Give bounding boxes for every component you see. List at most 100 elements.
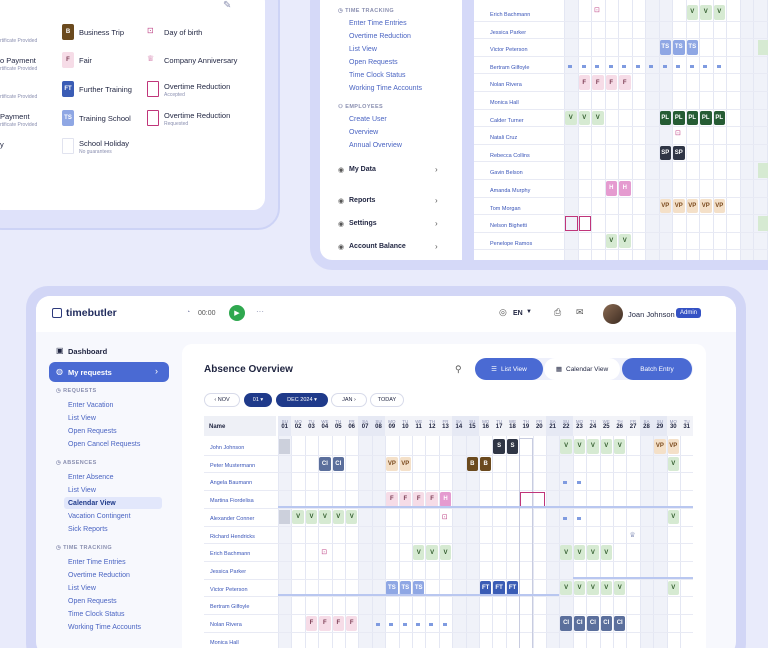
employee-name[interactable]: Nolan Rivera — [490, 82, 522, 89]
prev-month-button[interactable]: ‹ NOV — [204, 393, 240, 407]
nav-link[interactable]: Overview — [349, 129, 379, 136]
absence-cell[interactable]: S — [506, 439, 519, 454]
employee-name[interactable]: Penelope Ramos — [490, 240, 533, 247]
sidebar-link[interactable]: Overtime Reduction — [68, 572, 130, 579]
absence-cell[interactable]: V — [305, 509, 318, 525]
employee-name[interactable]: Amanda Murphy — [490, 188, 531, 194]
sidebar-link[interactable]: Time Clock Status — [68, 611, 125, 618]
employee-name[interactable]: Nelson Bighetti — [490, 223, 527, 230]
more-icon[interactable]: ··· — [256, 307, 264, 316]
nav-group[interactable]: Settings — [349, 220, 377, 227]
absence-cell[interactable]: V — [667, 456, 679, 472]
absence-cell[interactable]: CI — [614, 616, 626, 631]
absence-cell[interactable]: V — [565, 110, 577, 126]
absence-cell[interactable]: F — [426, 492, 438, 507]
absence-cell[interactable]: F — [413, 492, 425, 507]
absence-cell[interactable]: V — [605, 233, 617, 249]
absence-cell[interactable]: V — [700, 5, 712, 20]
sidebar-link[interactable]: Open Requests — [68, 598, 117, 605]
absence-cell[interactable]: H — [439, 492, 452, 507]
sidebar-item-my-requests[interactable]: ◍ My requests › — [49, 362, 169, 382]
absence-cell[interactable]: VP — [667, 439, 679, 454]
sidebar-link[interactable]: List View — [68, 415, 96, 422]
nav-link[interactable]: Time Clock Status — [349, 72, 406, 79]
month-select[interactable]: DEC 2024 ▾ — [276, 393, 328, 407]
absence-cell[interactable]: V — [560, 545, 572, 560]
sidebar-link[interactable]: Working Time Accounts — [68, 624, 142, 631]
absence-cell[interactable]: F — [619, 75, 631, 90]
absence-cell[interactable]: SP — [659, 145, 671, 161]
absence-cell[interactable]: V — [332, 509, 344, 525]
language-select[interactable]: EN — [513, 310, 523, 317]
absence-cell[interactable]: VP — [713, 198, 725, 214]
nav-link[interactable]: Working Time Accounts — [349, 85, 423, 92]
absence-cell[interactable]: CI — [587, 616, 599, 631]
absence-cell[interactable]: VP — [700, 198, 712, 214]
printer-icon[interactable]: ⎙ — [554, 307, 562, 317]
absence-cell[interactable]: TS — [659, 40, 671, 55]
overtime-request-cell[interactable] — [578, 216, 591, 231]
absence-cell[interactable]: B — [480, 456, 492, 472]
nav-group[interactable]: My Data — [349, 166, 376, 173]
absence-cell[interactable]: S — [493, 439, 505, 454]
employee-name[interactable]: Alexander Conner — [210, 515, 255, 522]
employee-name[interactable]: Peter Mustermann — [210, 462, 256, 469]
employee-name[interactable]: Martina Fiordelisa — [210, 498, 254, 505]
absence-cell[interactable]: V — [573, 580, 586, 596]
absence-cell[interactable]: PL — [659, 110, 671, 126]
mail-icon[interactable]: ✉ — [576, 307, 584, 317]
sidebar-link[interactable]: List View — [68, 585, 96, 592]
employee-name[interactable]: Tom Morgan — [490, 205, 521, 212]
absence-cell[interactable] — [758, 216, 768, 231]
absence-cell[interactable]: F — [578, 75, 590, 90]
chevron-right-icon[interactable]: › — [435, 165, 438, 174]
absence-cell[interactable]: F — [605, 75, 617, 90]
overtime-request-cell[interactable] — [520, 492, 545, 507]
sidebar-link[interactable]: List View — [68, 487, 96, 494]
employee-name[interactable]: Bertram Gilfoyle — [210, 604, 250, 611]
absence-cell[interactable]: V — [319, 509, 331, 525]
absence-cell[interactable]: V — [686, 5, 698, 20]
nav-link[interactable]: List View — [349, 46, 377, 53]
absence-cell[interactable]: F — [346, 616, 358, 631]
absence-cell[interactable] — [758, 40, 768, 55]
absence-cell[interactable]: V — [667, 509, 679, 525]
absence-cell[interactable]: H — [619, 181, 631, 196]
sidebar-link[interactable]: Open Cancel Requests — [68, 441, 141, 448]
chevron-right-icon[interactable]: › — [435, 219, 438, 228]
absence-cell[interactable]: V — [667, 580, 679, 596]
day-select[interactable]: 01 ▾ — [244, 393, 272, 407]
logo[interactable]: timebutler — [52, 307, 117, 319]
absence-cell[interactable]: TS — [673, 40, 685, 55]
absence-cell[interactable]: VP — [654, 439, 666, 454]
sidebar-item-dashboard[interactable]: Dashboard — [68, 347, 108, 356]
absence-cell[interactable]: VP — [386, 456, 398, 472]
employee-name[interactable]: Calder Turner — [490, 117, 524, 124]
absence-cell[interactable]: V — [600, 439, 612, 454]
avatar[interactable] — [603, 304, 623, 324]
absence-cell[interactable]: VP — [673, 198, 685, 214]
absence-cell[interactable]: V — [573, 545, 586, 560]
play-button[interactable]: ▶ — [229, 305, 245, 321]
absence-cell[interactable]: V — [346, 509, 358, 525]
batch-entry-button[interactable]: Batch Entry — [622, 358, 692, 380]
absence-cell[interactable]: V — [587, 545, 599, 560]
employee-name[interactable]: Victor Peterson — [490, 47, 528, 54]
sidebar-link[interactable]: Vacation Contingent — [68, 513, 131, 520]
absence-cell[interactable]: V — [439, 545, 452, 560]
employee-name[interactable]: Monica Hall — [490, 100, 519, 106]
absence-cell[interactable]: V — [292, 509, 304, 525]
absence-cell[interactable]: SP — [673, 145, 685, 161]
absence-cell[interactable]: F — [386, 492, 398, 507]
absence-cell[interactable]: TS — [686, 40, 698, 55]
employee-name[interactable]: Bertram Gilfoyle — [490, 64, 530, 71]
absence-cell[interactable]: CI — [560, 616, 572, 631]
absence-cell[interactable]: VP — [659, 198, 671, 214]
nav-group[interactable]: Reports — [349, 197, 376, 204]
absence-cell[interactable]: V — [592, 110, 604, 126]
sidebar-link[interactable]: Enter Absence — [68, 474, 114, 481]
absence-cell[interactable]: PL — [700, 110, 712, 126]
absence-cell[interactable]: FT — [480, 580, 492, 596]
globe-icon[interactable]: ◎ — [499, 307, 507, 317]
absence-cell[interactable]: TS — [413, 580, 425, 596]
